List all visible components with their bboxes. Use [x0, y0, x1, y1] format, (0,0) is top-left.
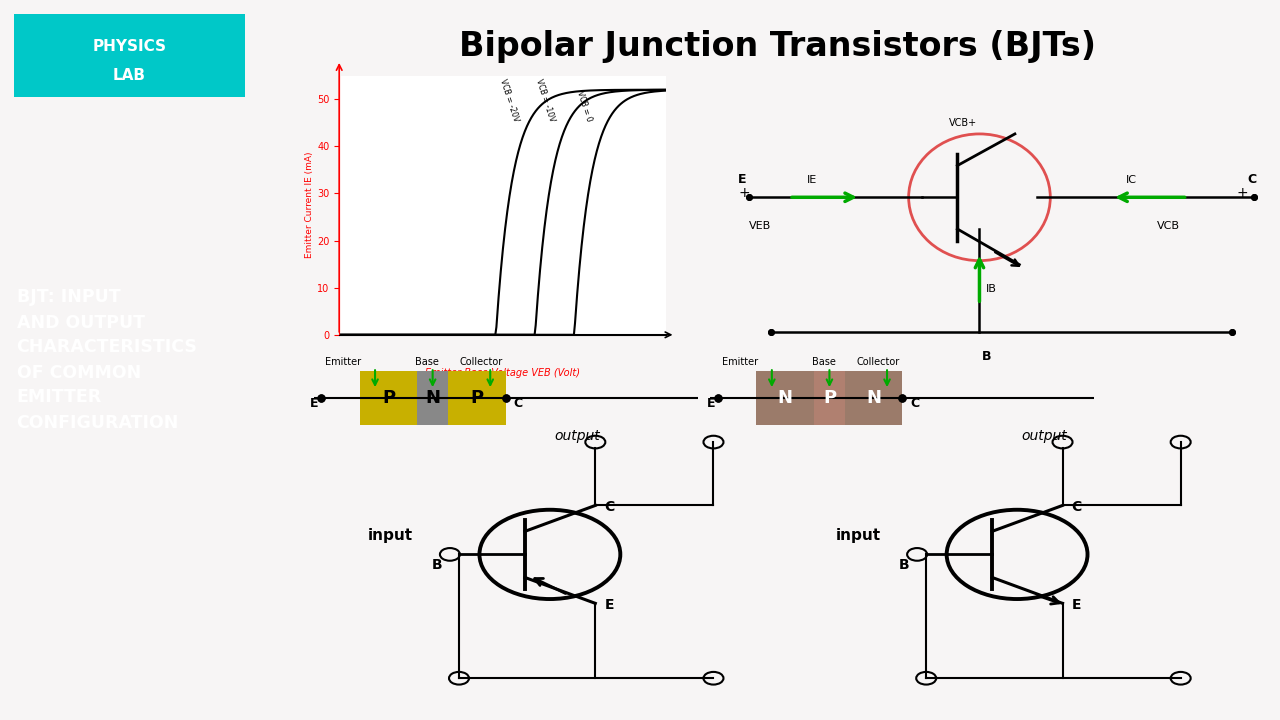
Text: +: + [1236, 186, 1248, 200]
Text: input: input [369, 528, 413, 543]
Text: P: P [381, 390, 396, 408]
Text: Bipolar Junction Transistors (BJTs): Bipolar Junction Transistors (BJTs) [460, 30, 1096, 63]
Text: Base: Base [415, 357, 439, 367]
Bar [417, 372, 448, 426]
FancyBboxPatch shape [14, 14, 244, 97]
Text: VCB+: VCB+ [948, 118, 977, 128]
Text: IE: IE [806, 176, 817, 186]
Text: VCB: VCB [1157, 221, 1180, 231]
Text: C: C [513, 397, 522, 410]
Text: output: output [554, 429, 600, 444]
Text: E: E [707, 397, 716, 410]
Text: Emitter: Emitter [325, 357, 361, 367]
Text: IC: IC [1125, 176, 1137, 186]
Text: B: B [431, 558, 443, 572]
Bar [845, 372, 902, 426]
Bar [814, 372, 845, 426]
Text: P: P [470, 390, 484, 408]
Text: E: E [1071, 598, 1082, 612]
Text: B: B [899, 558, 910, 572]
Text: VCB = 0: VCB = 0 [575, 90, 593, 122]
Text: VEB: VEB [749, 221, 772, 231]
Text: PHYSICS: PHYSICS [92, 40, 166, 54]
Text: C: C [910, 397, 919, 410]
Text: Emitter Base Voltage VEB (Volt): Emitter Base Voltage VEB (Volt) [425, 369, 580, 379]
Text: N: N [778, 390, 792, 408]
Bar [756, 372, 814, 426]
Text: N: N [425, 390, 440, 408]
Text: C: C [1071, 500, 1082, 514]
Text: +: + [739, 186, 750, 200]
Text: B: B [982, 350, 991, 363]
Text: Base: Base [813, 357, 836, 367]
Bar [360, 372, 417, 426]
Text: Collector: Collector [856, 357, 900, 367]
Text: N: N [867, 390, 881, 408]
Text: E: E [604, 598, 614, 612]
Text: BJT: INPUT
AND OUTPUT
CHARACTERISTICS
OF COMMON
EMITTER
CONFIGURATION: BJT: INPUT AND OUTPUT CHARACTERISTICS OF… [17, 289, 197, 431]
Text: Emitter: Emitter [722, 357, 758, 367]
Text: VCB = -20V: VCB = -20V [498, 78, 520, 122]
Text: LAB: LAB [113, 68, 146, 83]
Text: input: input [836, 528, 881, 543]
Text: C: C [604, 500, 614, 514]
Text: IB: IB [986, 284, 997, 294]
Text: output: output [1021, 429, 1068, 444]
Bar [448, 372, 506, 426]
Text: Collector: Collector [460, 357, 503, 367]
Text: VCB = -10V: VCB = -10V [534, 78, 556, 122]
Text: C: C [1247, 174, 1257, 186]
Text: E: E [310, 397, 319, 410]
Y-axis label: Emitter Current IE (mA): Emitter Current IE (mA) [306, 152, 315, 258]
Text: E: E [739, 174, 746, 186]
Text: P: P [823, 390, 836, 408]
